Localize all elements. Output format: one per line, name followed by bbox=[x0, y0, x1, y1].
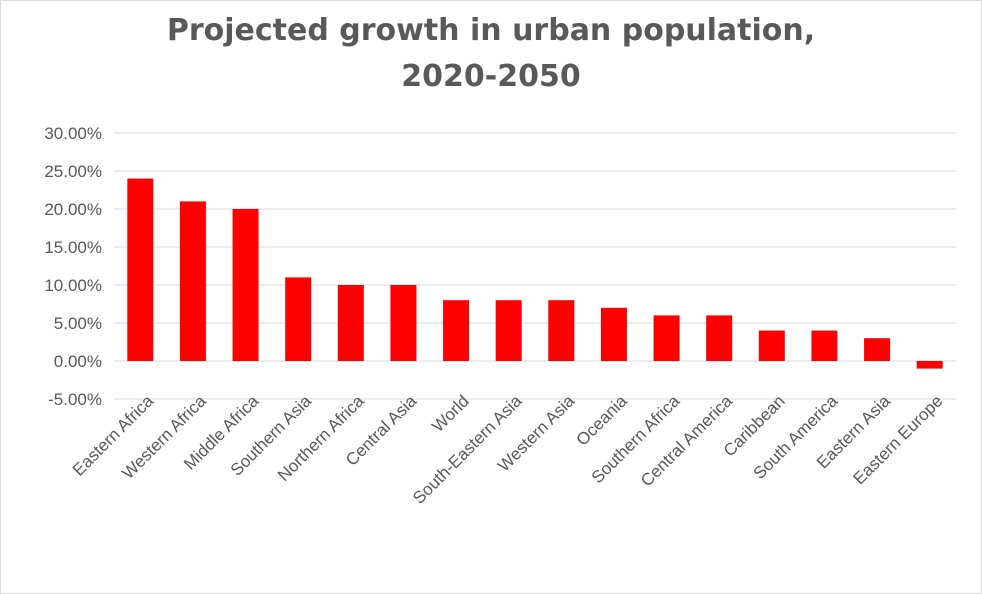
bar bbox=[285, 277, 312, 361]
y-tick-label: 30.00% bbox=[44, 124, 102, 143]
bar bbox=[653, 315, 680, 361]
chart-title-line-1: Projected growth in urban population, bbox=[166, 13, 816, 48]
bar bbox=[758, 330, 785, 361]
bar bbox=[548, 300, 575, 361]
bar bbox=[706, 315, 733, 361]
y-axis-labels: 30.00% 25.00% 20.00% 15.00% 10.00% 5.00% 0.00%… bbox=[44, 124, 102, 409]
bar bbox=[179, 201, 206, 361]
y-tick-label: 20.00% bbox=[44, 200, 102, 219]
chart-title: Projected growth in urban population, 20… bbox=[0, 8, 982, 100]
bar bbox=[390, 285, 417, 361]
y-tick-label: 0.00% bbox=[54, 352, 102, 371]
bar bbox=[811, 330, 838, 361]
chart-title-line-2: 2020-2050 bbox=[401, 59, 581, 94]
y-tick-label: 10.00% bbox=[44, 276, 102, 295]
bar bbox=[864, 338, 891, 361]
bar bbox=[916, 361, 943, 369]
bar bbox=[337, 285, 364, 361]
y-tick-label: -5.00% bbox=[48, 390, 102, 409]
y-tick-label: 15.00% bbox=[44, 238, 102, 257]
bar bbox=[127, 178, 154, 361]
y-tick-label: 5.00% bbox=[54, 314, 102, 333]
bar bbox=[600, 307, 627, 361]
bar bbox=[495, 300, 522, 361]
bars bbox=[127, 178, 943, 369]
bar bbox=[443, 300, 470, 361]
y-tick-label: 25.00% bbox=[44, 162, 102, 181]
x-tick-label: Central America bbox=[637, 391, 736, 490]
bar bbox=[232, 209, 259, 361]
x-tick-label: Eastern Europe bbox=[850, 391, 947, 488]
x-tick-label: World bbox=[428, 391, 473, 436]
